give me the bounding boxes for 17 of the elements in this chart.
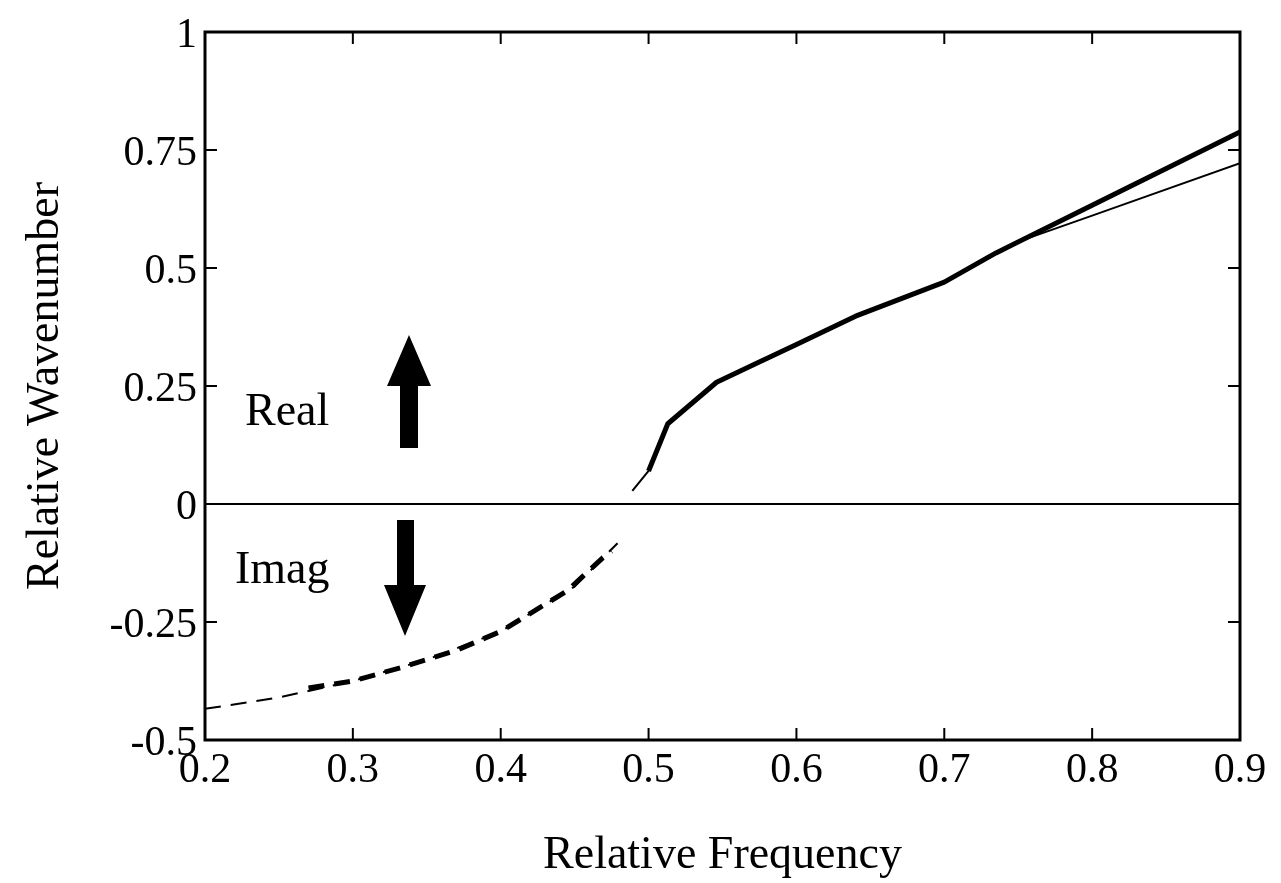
x-tick-label: 0.3 bbox=[326, 745, 380, 791]
y-axis-title: Relative Wavenumber bbox=[17, 181, 68, 591]
annotation: Imag bbox=[235, 542, 330, 593]
y-tick-label: 0 bbox=[176, 481, 197, 528]
x-tick-label: 0.6 bbox=[770, 745, 823, 791]
x-tick-label: 0.9 bbox=[1213, 745, 1267, 791]
x-tick-label: 0.5 bbox=[622, 745, 675, 791]
x-tick-label: 0.4 bbox=[474, 745, 527, 791]
y-tick-label: 0.75 bbox=[123, 127, 197, 174]
y-tick-label: 1 bbox=[176, 9, 197, 56]
y-tick-label: -0.25 bbox=[109, 599, 197, 646]
x-tick-label: 0.7 bbox=[918, 745, 971, 791]
x-axis-title: Relative Frequency bbox=[543, 827, 902, 878]
y-tick-label: 0.25 bbox=[123, 363, 197, 410]
y-tick-label: 0.5 bbox=[144, 245, 197, 292]
annotation: Real bbox=[245, 384, 330, 435]
x-tick-label: 0.8 bbox=[1065, 745, 1119, 791]
